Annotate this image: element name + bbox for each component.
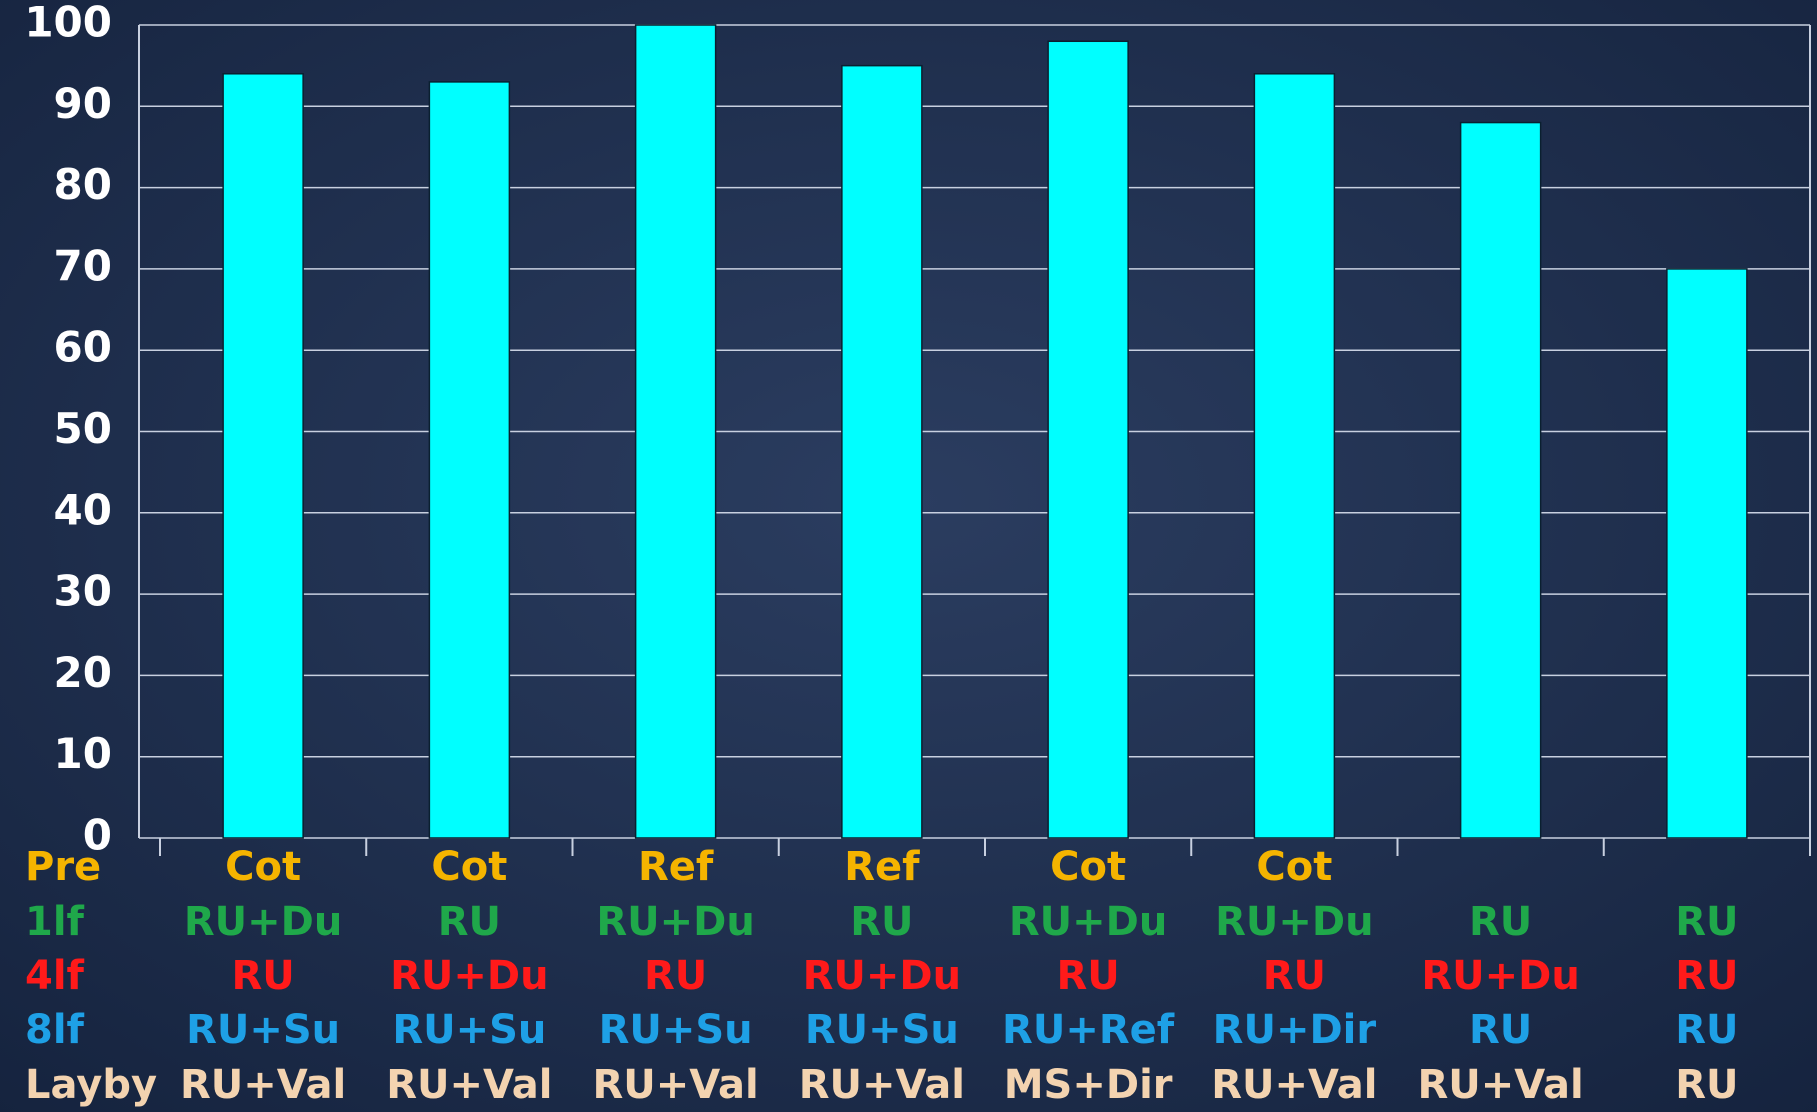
treatment-label: RU+Ref — [1002, 1007, 1175, 1053]
row-label: 8lf — [25, 1007, 85, 1053]
treatment-label: RU+Du — [803, 953, 961, 999]
treatment-label: RU+Val — [799, 1062, 965, 1108]
treatment-label: RU — [1675, 1062, 1738, 1108]
y-tick-label: 70 — [54, 241, 112, 290]
treatment-label: RU+Du — [596, 899, 754, 945]
bar — [1047, 40, 1129, 839]
treatment-label: RU+Val — [180, 1062, 346, 1108]
bar — [634, 24, 717, 839]
treatment-label: RU+Su — [805, 1007, 959, 1053]
y-tick-label: 60 — [54, 323, 112, 372]
treatment-label: RU+Du — [1421, 953, 1579, 999]
treatment-label: RU+Su — [186, 1007, 340, 1053]
y-tick-label: 100 — [24, 0, 112, 47]
y-tick-label: 80 — [54, 160, 112, 209]
treatment-label: Cot — [225, 844, 301, 890]
treatment-label: RU — [1675, 1007, 1738, 1053]
treatment-label: RU — [644, 953, 707, 999]
y-tick-label: 30 — [54, 567, 112, 616]
treatment-label: RU — [438, 899, 501, 945]
y-tick-label: 0 — [83, 811, 112, 860]
treatment-label: RU+Du — [1009, 899, 1167, 945]
row-label: Layby — [25, 1062, 157, 1108]
bar — [1666, 268, 1748, 839]
row-label: 4lf — [25, 953, 85, 999]
treatment-label: RU+Su — [392, 1007, 546, 1053]
y-tick-label: 40 — [54, 485, 112, 534]
treatment-label: Cot — [1050, 844, 1126, 890]
treatment-label: RU — [1675, 899, 1738, 945]
treatment-label: RU+Val — [1417, 1062, 1583, 1108]
treatment-label: RU — [1263, 953, 1326, 999]
treatment-label: RU — [231, 953, 294, 999]
treatment-label: Ref — [844, 844, 920, 890]
treatment-label: RU+Dir — [1213, 1007, 1377, 1053]
treatment-label: RU — [1056, 953, 1119, 999]
bar — [1459, 121, 1542, 839]
y-tick-label: 20 — [54, 648, 112, 697]
treatment-label: Cot — [1256, 844, 1332, 890]
treatment-label: MS+Dir — [1004, 1062, 1173, 1108]
y-tick-label: 10 — [54, 729, 112, 778]
treatment-label: RU — [1469, 899, 1532, 945]
row-label: Pre — [25, 844, 101, 890]
bar — [1253, 73, 1336, 839]
treatment-label: RU+Du — [1215, 899, 1373, 945]
row-label: 1lf — [25, 899, 85, 945]
treatment-label: RU+Su — [599, 1007, 753, 1053]
bar — [428, 81, 511, 839]
treatment-label: Ref — [638, 844, 714, 890]
y-tick-label: 50 — [54, 404, 112, 453]
treatment-label: RU+Val — [1211, 1062, 1377, 1108]
treatment-label: RU+Val — [386, 1062, 552, 1108]
bar — [222, 73, 304, 839]
treatment-label: RU — [1675, 953, 1738, 999]
treatment-label: RU+Du — [390, 953, 548, 999]
treatment-label: RU — [1469, 1007, 1532, 1053]
treatment-label: RU+Du — [184, 899, 342, 945]
treatment-label: RU+Val — [592, 1062, 758, 1108]
treatment-label: RU — [850, 899, 913, 945]
y-tick-label: 90 — [54, 79, 112, 128]
treatment-label: Cot — [431, 844, 507, 890]
bar — [841, 64, 923, 839]
